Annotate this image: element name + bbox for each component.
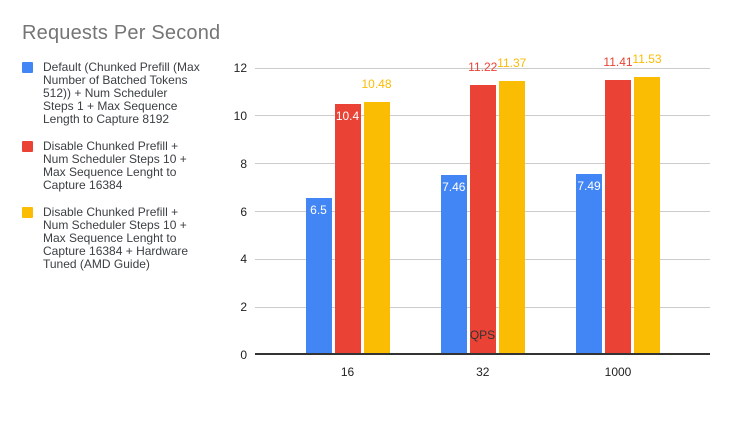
y-axis-tick: 4 (240, 252, 247, 267)
x-axis-tick: 32 (476, 365, 490, 379)
y-axis-tick: 8 (240, 156, 247, 171)
legend-item: Default (Chunked Prefill (Max Number of … (22, 61, 222, 126)
chart-title: Requests Per Second (22, 22, 221, 44)
bar-disable-chunked-prefill (334, 104, 361, 353)
x-axis-tick: 16 (340, 365, 355, 379)
legend-item: Disable Chunked Prefill + Num Scheduler … (22, 206, 222, 271)
legend-label: Default (Chunked Prefill (Max Number of … (43, 60, 200, 126)
bar-disable-chunked-prefill-hw-tuned (363, 102, 390, 353)
bar-value-label: 11.53 (632, 52, 662, 67)
legend-swatch-red-icon (22, 141, 33, 152)
bar-value-label: 6.5 (310, 202, 327, 217)
legend-label: Disable Chunked Prefill + Num Scheduler … (43, 139, 187, 192)
bar-value-label: 7.46 (442, 179, 466, 194)
bar-value-label: 11.22 (468, 59, 498, 74)
gridline (255, 67, 710, 69)
chart-legend: Default (Chunked Prefill (Max Number of … (22, 61, 222, 285)
bar-value-label: 7.49 (577, 178, 601, 193)
y-axis-tick: 0 (240, 348, 247, 362)
x-axis-title: QPS (469, 328, 496, 342)
bar-default-chunked-prefill (576, 173, 602, 353)
bar-value-label: 11.37 (497, 56, 527, 71)
y-axis-tick: 6 (240, 204, 247, 219)
bar-value-label: 10.4 (335, 109, 360, 124)
legend-label: Disable Chunked Prefill + Num Scheduler … (43, 205, 189, 271)
bar-disable-chunked-prefill (469, 84, 496, 353)
y-axis-tick: 12 (233, 61, 247, 75)
legend-swatch-blue-icon (22, 62, 33, 73)
legend-swatch-yellow-icon (22, 207, 33, 218)
bar-disable-chunked-prefill (605, 80, 631, 353)
bar-disable-chunked-prefill-hw-tuned (498, 81, 525, 353)
y-axis-tick: 2 (240, 300, 247, 315)
bar-default-chunked-prefill (305, 197, 332, 353)
bar-disable-chunked-prefill-hw-tuned (634, 77, 660, 353)
x-axis-tick: 1000 (604, 365, 632, 379)
legend-item: Disable Chunked Prefill + Num Scheduler … (22, 140, 222, 192)
bar-value-label: 10.48 (361, 77, 392, 92)
y-axis-tick: 10 (233, 108, 247, 123)
bar-default-chunked-prefill (440, 174, 467, 353)
plot-area: 0 2 4 6 8 10 12 6.5 10.4 10.48 16 7.46 11.22 11.37 32 7… (234, 52, 710, 379)
bar-value-label: 11.41 (603, 55, 633, 70)
